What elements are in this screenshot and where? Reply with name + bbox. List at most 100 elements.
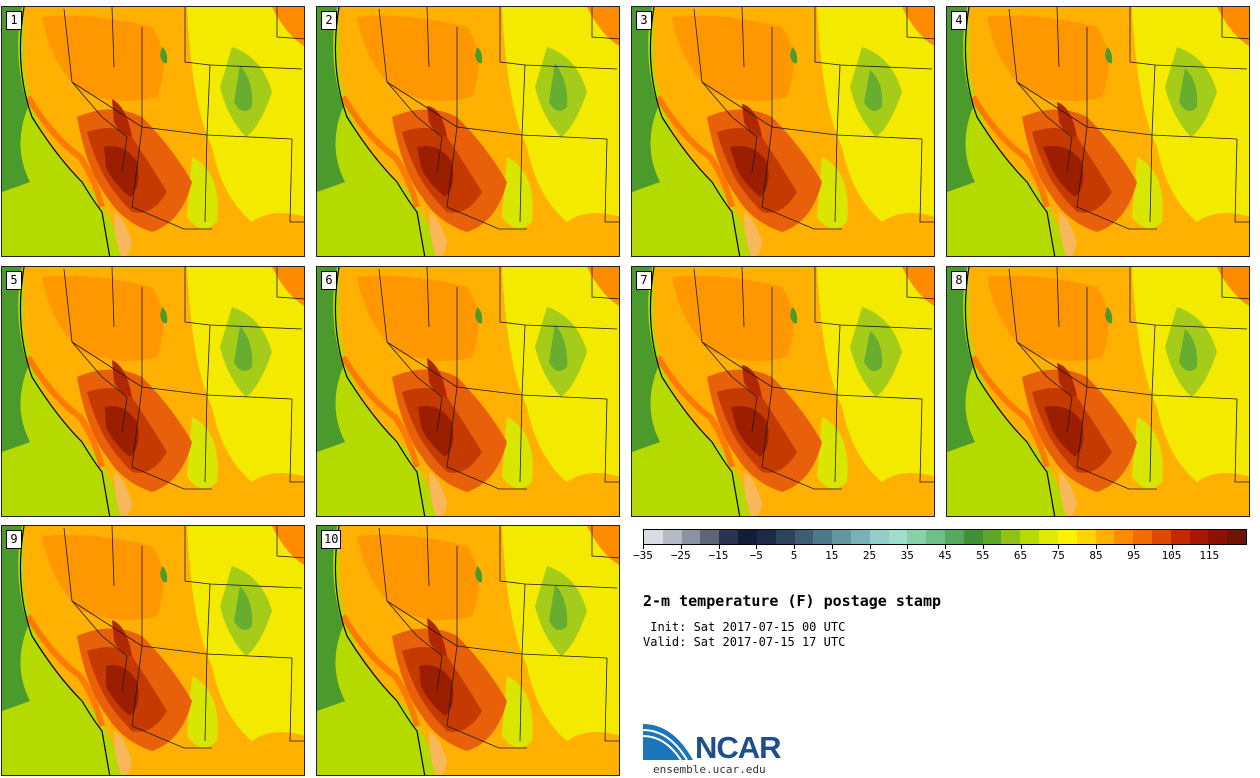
temperature-map-image — [632, 7, 934, 256]
ncar-swoosh-icon — [642, 724, 693, 761]
ensemble-member-map: 3 — [631, 6, 935, 257]
colorbar-tick-label: −15 — [708, 549, 729, 562]
colorbar-tick-label: 45 — [938, 549, 952, 562]
colorbar-tick-mark — [1020, 545, 1022, 549]
colorbar-swatch — [681, 530, 701, 544]
colorbar-swatch — [926, 530, 945, 544]
colorbar-tick-mark — [643, 545, 644, 549]
temperature-map-image — [2, 7, 304, 256]
colorbar-tick-mark — [1058, 545, 1060, 549]
colorbar-swatch — [700, 530, 720, 544]
colorbar-swatch — [1001, 530, 1021, 544]
colorbar-swatch — [1057, 530, 1077, 544]
colorbar-tick-label: 75 — [1051, 549, 1065, 562]
ncar-logo-text: NCAR — [695, 730, 782, 765]
temperature-map-image — [2, 526, 304, 775]
ncar-logo: NCAR ensemble.ucar.edu — [642, 722, 803, 778]
colorbar-swatch — [738, 530, 757, 544]
member-number-label: 3 — [636, 11, 652, 30]
colorbar-tick-mark — [756, 545, 758, 549]
colorbar-tick-mark — [945, 545, 946, 549]
colorbar-swatch — [963, 530, 983, 544]
colorbar-swatch — [907, 530, 927, 544]
colorbar-tick-label: 35 — [900, 549, 914, 562]
colorbar-tick-mark — [1171, 545, 1173, 549]
colorbar-tick-label: 65 — [1013, 549, 1028, 562]
temperature-map-image — [2, 267, 304, 516]
temperature-map-image — [317, 526, 619, 775]
colorbar-swatch — [869, 530, 889, 544]
member-number-label: 8 — [951, 271, 967, 290]
colorbar-tick-label: 25 — [862, 549, 877, 562]
member-number-label: 7 — [636, 271, 652, 290]
colorbar-swatch — [662, 530, 682, 544]
colorbar-tick-mark — [831, 545, 833, 549]
valid-time: Valid: Sat 2017-07-15 17 UTC — [643, 635, 846, 649]
ensemble-url: ensemble.ucar.edu — [653, 763, 766, 776]
member-number-label: 1 — [6, 11, 22, 30]
colorbar-swatch — [1170, 530, 1190, 544]
colorbar-tick-label: 85 — [1089, 549, 1103, 562]
ensemble-member-map: 4 — [946, 6, 1250, 257]
colorbar-swatch — [1095, 530, 1115, 544]
ensemble-member-map: 1 — [1, 6, 305, 257]
colorbar-tick-label: −5 — [749, 549, 763, 562]
colorbar-swatch — [1039, 530, 1058, 544]
member-number-label: 6 — [321, 271, 337, 290]
colorbar-swatch — [832, 530, 851, 544]
colorbar-tick-mark — [907, 545, 909, 549]
temperature-map-image — [317, 7, 619, 256]
member-number-label: 9 — [6, 530, 22, 549]
colorbar-swatch — [1076, 530, 1096, 544]
colorbar-swatch — [945, 530, 964, 544]
ensemble-member-map: 6 — [316, 266, 620, 517]
colorbar-swatch — [1227, 530, 1246, 544]
ensemble-member-map: 5 — [1, 266, 305, 517]
colorbar-tick-label: 55 — [976, 549, 990, 562]
colorbar-tick-mark — [869, 545, 871, 549]
init-time: Init: Sat 2017-07-15 00 UTC — [643, 620, 846, 634]
temperature-map-image — [947, 267, 1249, 516]
colorbar-tick-mark — [982, 545, 984, 549]
colorbar-swatch — [982, 530, 1002, 544]
colorbar-tick-label: −35 — [633, 549, 653, 562]
ensemble-member-map: 2 — [316, 6, 620, 257]
ensemble-member-map: 9 — [1, 525, 305, 776]
colorbar-swatch — [1151, 530, 1171, 544]
colorbar-tick-label: −25 — [670, 549, 691, 562]
colorbar-swatch — [1189, 530, 1209, 544]
colorbar-tick-label: 15 — [825, 549, 839, 562]
colorbar-swatch — [1133, 530, 1152, 544]
colorbar-tick-mark — [680, 545, 682, 549]
member-number-label: 2 — [321, 11, 337, 30]
member-number-label: 10 — [321, 530, 342, 549]
colorbar-tick-mark — [1209, 545, 1211, 549]
colorbar-tick-label: 105 — [1161, 549, 1182, 562]
colorbar-tick-mark — [718, 545, 720, 549]
colorbar-swatch — [1208, 530, 1228, 544]
ensemble-member-map: 10 — [316, 525, 620, 776]
colorbar-swatch — [813, 530, 833, 544]
colorbar-swatch — [644, 530, 663, 544]
colorbar-tick-mark — [794, 545, 795, 549]
colorbar-tick-label: 115 — [1199, 549, 1220, 562]
colorbar-swatch — [794, 530, 814, 544]
member-number-label: 4 — [951, 11, 967, 30]
temperature-map-image — [317, 267, 619, 516]
colorbar-tick-mark — [1096, 545, 1097, 549]
colorbar-tick-label: 5 — [790, 549, 798, 562]
colorbar-tick-label: 95 — [1127, 549, 1141, 562]
ensemble-member-map: 8 — [946, 266, 1250, 517]
colorbar-swatch — [888, 530, 908, 544]
colorbar-swatch — [719, 530, 739, 544]
temperature-map-image — [632, 267, 934, 516]
colorbar-tick-mark — [1133, 545, 1135, 549]
colorbar-swatch — [1114, 530, 1134, 544]
colorbar-swatch — [775, 530, 795, 544]
colorbar-swatch — [756, 530, 776, 544]
colorbar-swatch — [850, 530, 870, 544]
temperature-map-image — [947, 7, 1249, 256]
ensemble-member-map: 7 — [631, 266, 935, 517]
plot-title: 2-m temperature (F) postage stamp — [643, 592, 942, 610]
temperature-colorbar — [643, 529, 1247, 545]
